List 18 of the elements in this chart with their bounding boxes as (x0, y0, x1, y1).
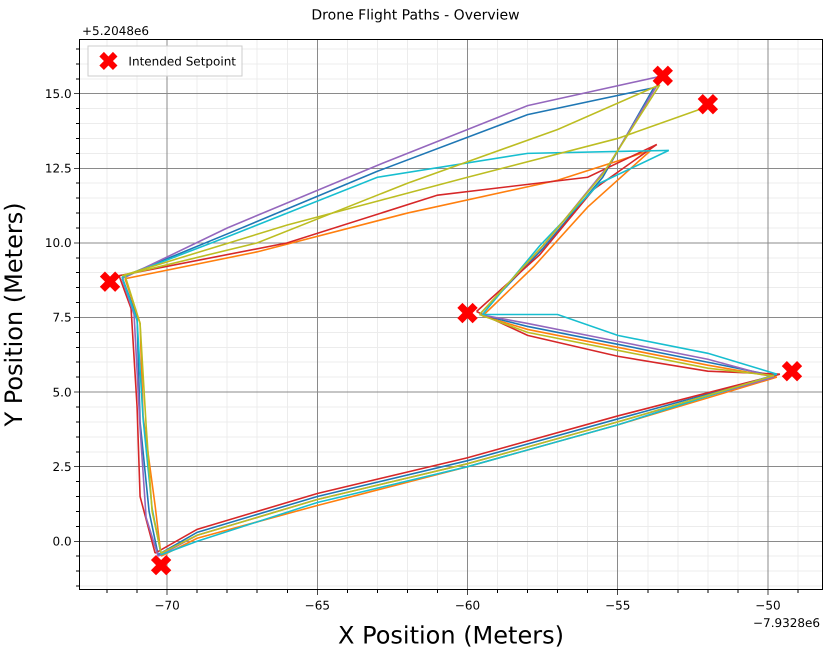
x-tick-label: −65 (304, 598, 330, 612)
y-tick-label: 2.5 (52, 460, 72, 474)
y-axis-title: Y Position (Meters) (0, 202, 28, 428)
chart-title: Drone Flight Paths - Overview (311, 8, 520, 24)
x-tick-label: −70 (154, 598, 180, 612)
y-tick-label: 12.5 (44, 162, 72, 176)
x-tick-label: −50 (755, 598, 781, 612)
y-tick-label: 5.0 (52, 385, 72, 400)
y-tick-label: 0.0 (52, 534, 72, 548)
x-tick-label: −55 (605, 598, 630, 612)
text: +5.2048e6 (82, 24, 150, 38)
x-tick-label: −60 (454, 598, 480, 612)
y-tick-label: 15.0 (44, 86, 72, 101)
y-tick-label: 10.0 (44, 236, 72, 250)
legend-label: Intended Setpoint (128, 54, 236, 69)
x-axis-title: X Position (Meters) (338, 622, 564, 650)
y-tick-label: 7.5 (52, 310, 72, 325)
text: −7.9328e6 (753, 616, 820, 630)
